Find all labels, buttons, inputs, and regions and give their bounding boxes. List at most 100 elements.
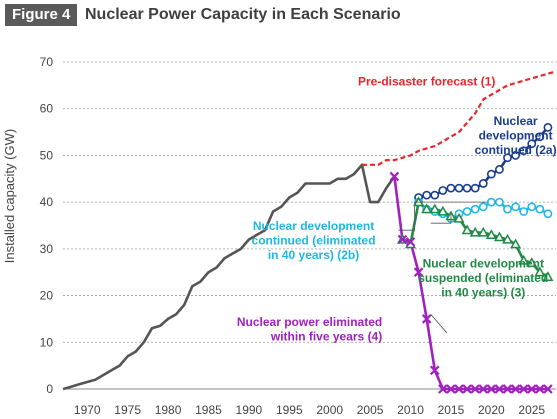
data-point bbox=[413, 267, 424, 277]
data-point bbox=[454, 384, 464, 394]
annotation-line: in 40 years) (3) bbox=[441, 286, 525, 300]
y-tick-label: 10 bbox=[40, 335, 54, 349]
data-point bbox=[511, 202, 520, 212]
data-point bbox=[429, 365, 440, 376]
annotation-line: in 40 years) (2b) bbox=[268, 248, 359, 262]
data-point bbox=[462, 384, 472, 394]
series-annotation: Nuclear development suspended (eliminated… bbox=[418, 257, 548, 300]
data-point bbox=[470, 384, 480, 394]
chart-title: Nuclear Power Capacity in Each Scenario bbox=[85, 6, 401, 23]
x-tick-label: 1990 bbox=[236, 403, 263, 417]
series-line-1 bbox=[362, 70, 557, 166]
figure-badge: Figure 4 bbox=[5, 4, 78, 26]
data-point bbox=[470, 204, 480, 214]
annotation-line: development bbox=[479, 129, 553, 143]
figure-header: Figure 4 Nuclear Power Capacity in Each … bbox=[0, 0, 557, 30]
series-annotation: Nuclear power eliminated within five year… bbox=[237, 315, 382, 344]
y-tick-label: 40 bbox=[40, 195, 54, 209]
data-point bbox=[495, 197, 504, 207]
x-tick-label: 2005 bbox=[357, 403, 384, 417]
data-point bbox=[446, 183, 456, 193]
data-point bbox=[542, 271, 554, 281]
series-annotation: Nuclear development continued (2a) bbox=[475, 114, 557, 157]
y-tick-label: 0 bbox=[46, 382, 53, 396]
data-point bbox=[502, 384, 513, 394]
data-point bbox=[510, 384, 521, 394]
annotation-line: Nuclear development bbox=[253, 219, 374, 233]
data-point bbox=[503, 153, 512, 163]
data-point bbox=[429, 203, 441, 214]
data-point bbox=[502, 233, 513, 244]
axes: Installed capacity (GW) 0 10 20 30 40 50 60 70 1… bbox=[2, 55, 556, 417]
y-tick-label: 70 bbox=[40, 55, 54, 69]
data-point bbox=[486, 384, 497, 394]
data-point bbox=[462, 183, 472, 193]
data-point bbox=[526, 257, 538, 267]
y-axis-label: Installed capacity (GW) bbox=[2, 129, 17, 263]
x-tick-label: 1995 bbox=[276, 403, 303, 417]
annotation-line: Pre-disaster forecast (1) bbox=[358, 74, 495, 88]
data-point bbox=[413, 196, 425, 207]
leader-line bbox=[430, 313, 448, 334]
data-point bbox=[519, 146, 529, 156]
y-tick-label: 20 bbox=[40, 289, 54, 303]
annotation-line: Nuclear bbox=[494, 114, 538, 128]
x-tick-label: 1980 bbox=[155, 403, 182, 417]
series-annotation: Nuclear development continued (eliminated… bbox=[252, 219, 376, 262]
data-point bbox=[518, 254, 530, 265]
data-point bbox=[486, 169, 496, 179]
data-point bbox=[527, 139, 537, 149]
leader-line bbox=[430, 213, 452, 224]
leader-line bbox=[398, 201, 488, 231]
x-tick-label: 2015 bbox=[438, 403, 465, 417]
data-point bbox=[470, 183, 480, 193]
data-point bbox=[405, 237, 416, 247]
data-point bbox=[462, 207, 472, 216]
x-tick-label: 1985 bbox=[195, 403, 222, 417]
data-point bbox=[543, 384, 553, 394]
series-line-0 bbox=[62, 163, 396, 391]
data-point bbox=[535, 132, 545, 142]
x-tick-label: 1975 bbox=[114, 403, 141, 417]
data-point bbox=[422, 190, 432, 200]
data-point bbox=[543, 123, 553, 132]
y-tick-label: 60 bbox=[40, 102, 54, 116]
data-point bbox=[430, 190, 440, 200]
data-point bbox=[397, 234, 408, 245]
x-tick-label: 2020 bbox=[478, 403, 505, 417]
x-tick-label: 2000 bbox=[316, 403, 343, 417]
y-tick-label: 30 bbox=[40, 242, 54, 256]
data-point bbox=[453, 212, 465, 223]
data-point bbox=[389, 171, 400, 182]
annotation-line: Nuclear power eliminated bbox=[237, 315, 382, 329]
data-point bbox=[486, 197, 496, 207]
data-point bbox=[478, 384, 489, 394]
data-point bbox=[511, 151, 520, 160]
data-point bbox=[503, 204, 512, 214]
data-point bbox=[535, 204, 545, 214]
data-point bbox=[469, 226, 481, 237]
data-point bbox=[543, 209, 553, 219]
x-tick-label: 2010 bbox=[397, 403, 424, 417]
data-point bbox=[526, 384, 537, 394]
series-annotation: Pre-disaster forecast (1) bbox=[358, 74, 495, 88]
annotation-line: suspended (eliminated bbox=[418, 271, 548, 285]
x-tick-label: 1970 bbox=[74, 403, 101, 417]
data-point bbox=[438, 384, 448, 394]
data-point bbox=[535, 384, 545, 394]
annotation-line: continued (eliminated bbox=[252, 234, 376, 248]
annotations: Pre-disaster forecast (1) Nuclear developm… bbox=[237, 74, 557, 343]
data-point bbox=[478, 202, 488, 212]
data-point bbox=[519, 207, 529, 216]
data-point bbox=[437, 205, 449, 216]
data-point bbox=[495, 165, 504, 174]
data-point bbox=[477, 226, 489, 237]
data-point bbox=[485, 229, 497, 239]
data-point bbox=[493, 231, 505, 242]
data-point bbox=[421, 203, 433, 214]
y-tick-label: 50 bbox=[40, 148, 54, 162]
data-point bbox=[518, 384, 529, 394]
data-point bbox=[534, 266, 546, 277]
data-point bbox=[494, 384, 505, 394]
